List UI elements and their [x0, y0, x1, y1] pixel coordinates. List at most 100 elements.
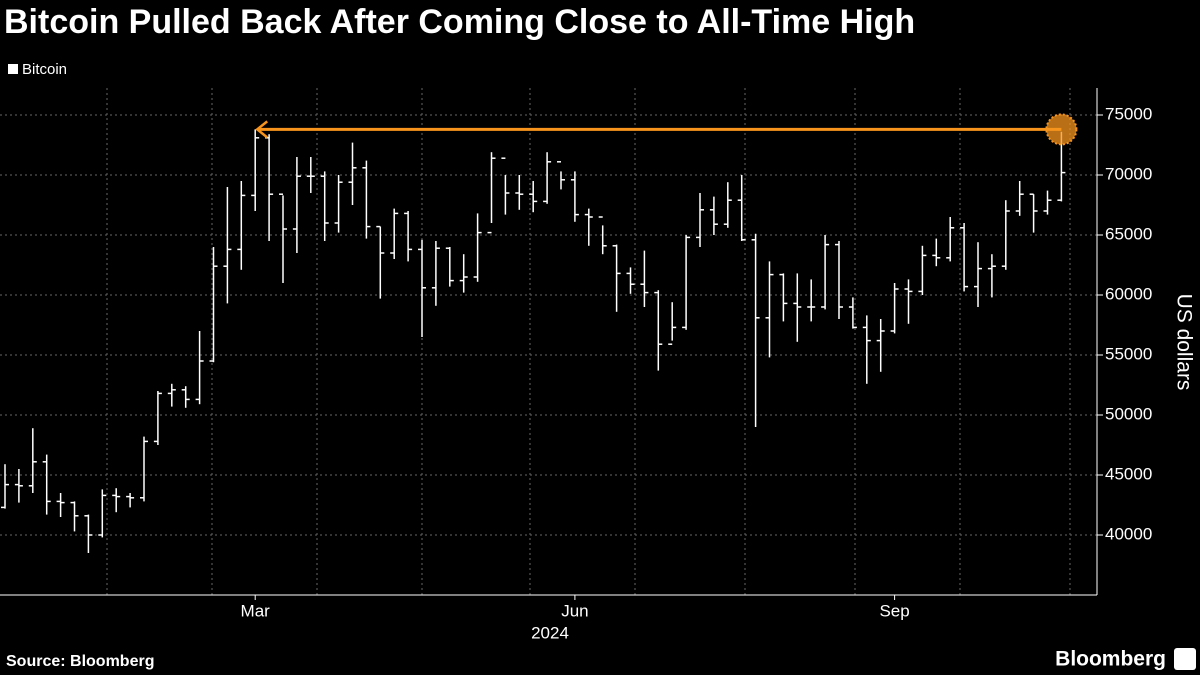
ohlc-bar [529, 181, 538, 213]
ohlc-bar [543, 152, 552, 204]
ohlc-bar [515, 175, 524, 210]
ohlc-bar [84, 514, 93, 553]
ohlc-bar [570, 171, 579, 222]
ohlc-bar [835, 241, 843, 319]
ohlc-bar [876, 319, 885, 372]
ohlc-bar [167, 383, 176, 407]
x-tick-label: Sep [879, 601, 909, 620]
ohlc-bar [265, 134, 274, 241]
y-tick-label: 55000 [1105, 344, 1152, 363]
ohlc-bar [848, 297, 857, 329]
ohlc-bar [709, 196, 718, 235]
brand: Bloomberg [1055, 648, 1166, 671]
ohlc-bar [126, 493, 135, 508]
ohlc-bar [960, 223, 969, 292]
ohlc-bar [223, 187, 232, 304]
ohlc-bar [1001, 200, 1010, 270]
ohlc-bar [904, 279, 913, 324]
ohlc-bar [195, 331, 204, 405]
ohlc-bar [98, 489, 107, 538]
ohlc-bar [612, 244, 621, 312]
ohlc-bar [974, 242, 982, 307]
ohlc-bar [890, 283, 899, 334]
x-axis-label: 2024 [531, 623, 569, 642]
ohlc-bar [807, 279, 816, 322]
ohlc-bar [431, 241, 440, 306]
ohlc-bar [320, 171, 329, 241]
source: Source: Bloomberg [6, 653, 154, 670]
ohlc-bar [334, 175, 343, 233]
x-tick-label: Jun [561, 601, 588, 620]
ohlc-bar [445, 247, 454, 287]
ohlc-bar [751, 233, 760, 427]
ohlc-bar [251, 129, 260, 211]
ohlc-bar [779, 273, 788, 322]
brand-icon [1174, 648, 1196, 670]
ohlc-bar [56, 493, 65, 517]
y-tick-label: 70000 [1105, 164, 1152, 183]
ohlc-bar [14, 469, 23, 503]
ohlc-bar [181, 386, 190, 408]
ohlc-bar [362, 160, 371, 239]
y-tick-label: 45000 [1105, 464, 1152, 483]
ohlc-bar [654, 290, 663, 371]
ohlc-bar [640, 250, 649, 307]
ohlc-bar [404, 211, 413, 262]
ohlc-bar [723, 182, 732, 228]
ohlc-bar [932, 238, 941, 267]
ohlc-bar [668, 302, 677, 345]
ohlc-bar [737, 175, 746, 241]
ohlc-bar [918, 245, 927, 295]
ohlc-bar [390, 208, 399, 259]
ohlc-bar [348, 142, 357, 205]
ohlc-bar [862, 315, 871, 384]
ohlc-bar [1015, 181, 1024, 216]
ohlc-bar [501, 157, 510, 215]
ohlc-bar [584, 208, 593, 246]
legend-label: Bitcoin [22, 61, 67, 78]
ohlc-bar [1, 464, 9, 509]
ohlc-bar [153, 391, 162, 445]
ohlc-bar [140, 436, 148, 502]
month-grid [106, 88, 1071, 595]
ohlc-bar [598, 216, 607, 255]
ohlc-bar [42, 454, 51, 515]
ohlc-bar [821, 235, 830, 310]
highlight-circle [1045, 113, 1078, 146]
ohlc-bar [459, 254, 468, 293]
x-tick-label: Mar [241, 601, 271, 620]
ohlc-bar [682, 235, 691, 330]
ohlc-bar [112, 488, 121, 513]
ohlc-bar [292, 157, 301, 253]
ohlc-bar [209, 247, 218, 363]
legend-item: Bitcoin [8, 61, 67, 78]
ohlc-bar [279, 193, 287, 283]
ohlc-bar [418, 239, 426, 337]
ohlc-bar [626, 267, 635, 294]
ohlc-bar [237, 181, 246, 270]
ohlc-bar [987, 254, 996, 298]
ohlc-bar [487, 152, 496, 234]
y-tick-label: 65000 [1105, 224, 1152, 243]
ohlc-bar [696, 193, 704, 247]
ohlc-bar [376, 225, 385, 299]
ohlc-bar [473, 213, 482, 282]
ohlc-bar [793, 273, 802, 342]
ohlc-bar [1029, 193, 1038, 233]
ohlc-bar [557, 161, 565, 190]
ohlc-bar [70, 501, 79, 532]
ohlc-bar [946, 217, 955, 262]
ohlc-bar [1043, 190, 1052, 215]
ohlc-bar [306, 157, 315, 193]
y-tick-label: 40000 [1105, 524, 1152, 543]
chart-title: Bitcoin Pulled Back After Coming Close t… [4, 3, 915, 41]
y-axis-label: US dollars [1172, 294, 1195, 391]
y-tick-label: 60000 [1105, 284, 1152, 303]
y-tick-label: 50000 [1105, 404, 1152, 423]
reference-arrow [255, 120, 268, 139]
y-tick-label: 75000 [1105, 104, 1152, 123]
ohlc-bar [28, 428, 37, 493]
legend-swatch [8, 64, 18, 74]
